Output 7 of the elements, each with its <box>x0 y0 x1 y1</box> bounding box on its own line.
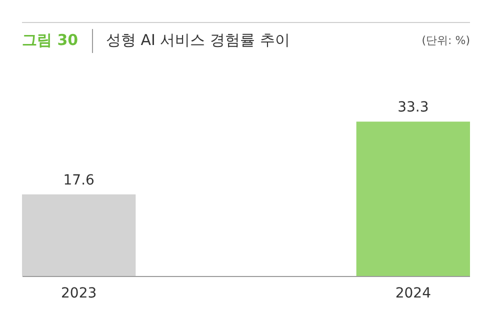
data-label: 17.6 <box>63 172 95 188</box>
chart-title: 성형 AI 서비스 경험률 추이 <box>106 31 290 50</box>
caption: 그림 30 <box>22 31 78 50</box>
x-tick-label: 2024 <box>395 286 432 302</box>
text: (단위: %) <box>422 33 470 48</box>
x-tick-label: 2023 <box>61 286 97 302</box>
data-label: 33.3 <box>398 100 429 116</box>
